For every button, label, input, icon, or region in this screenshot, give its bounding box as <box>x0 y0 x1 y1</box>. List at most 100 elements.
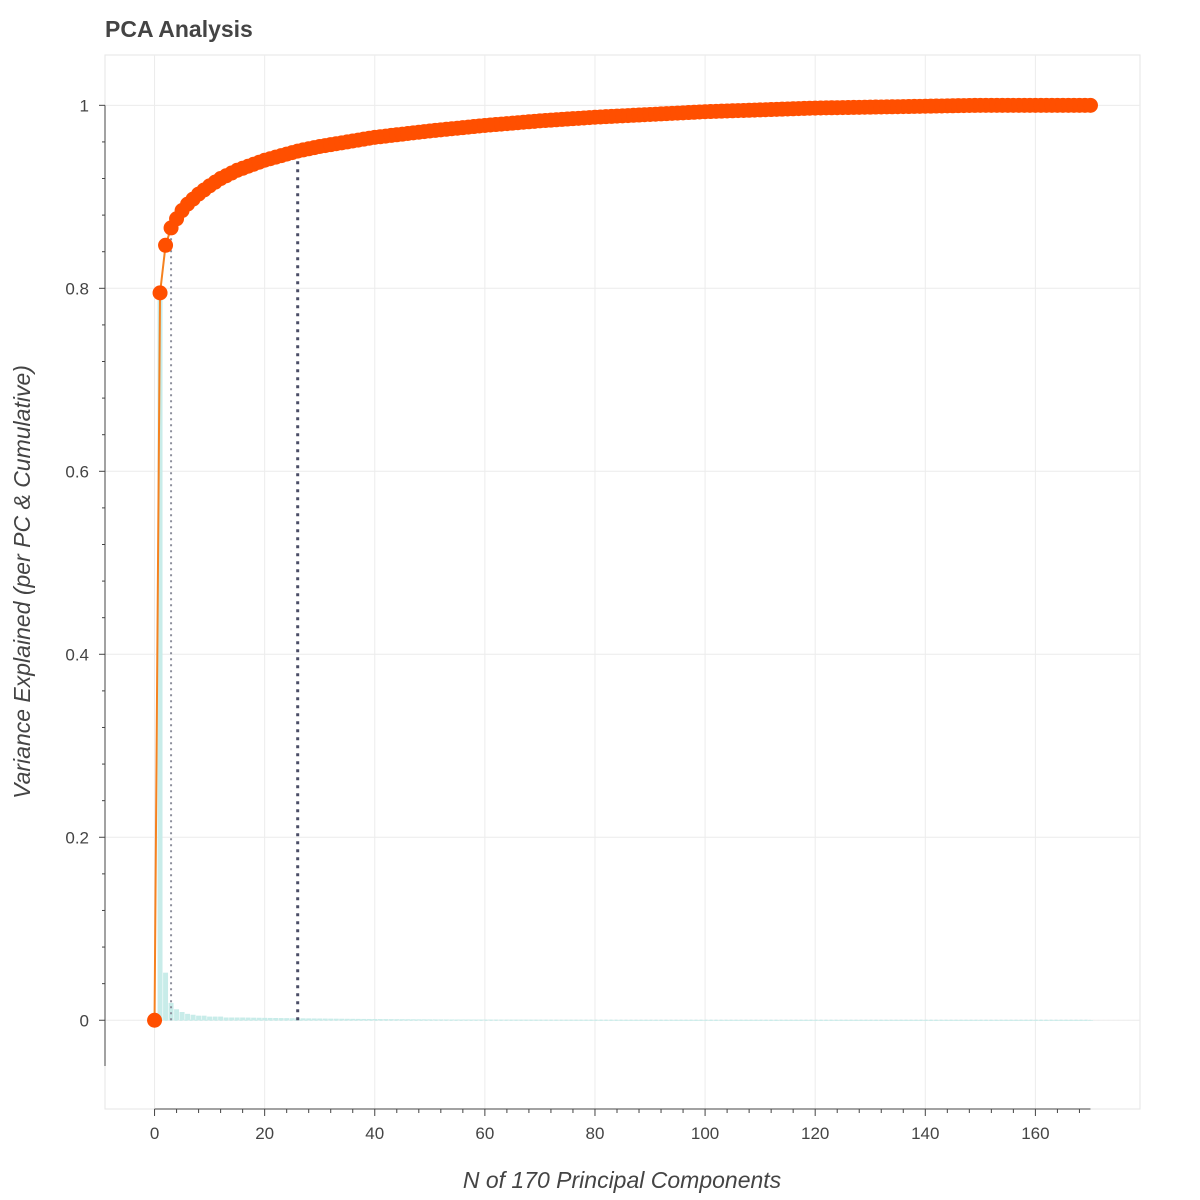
pc-bar <box>851 1020 857 1021</box>
pc-bar <box>421 1019 427 1021</box>
plot-frame <box>104 54 1141 1110</box>
pc-bar <box>207 1016 213 1021</box>
pc-bar <box>218 1016 224 1021</box>
x-tick-label: 140 <box>911 1124 939 1143</box>
y-axis-label: Variance Explained (per PC & Cumulative) <box>9 365 35 799</box>
reference-lines <box>170 151 300 1021</box>
pc-bar <box>328 1018 334 1021</box>
x-tick-label: 40 <box>365 1124 384 1143</box>
per-component-bars <box>152 292 1093 1021</box>
pc-bar <box>201 1015 207 1021</box>
chart-title: PCA Analysis <box>105 16 253 42</box>
pc-bar <box>416 1019 422 1021</box>
y-tick-label: 0.8 <box>65 279 89 298</box>
x-tick-label: 60 <box>475 1124 494 1143</box>
pc-bar <box>476 1019 482 1021</box>
pc-bar <box>1071 1020 1077 1021</box>
cumulative-point <box>158 237 174 253</box>
pc-bar <box>966 1020 972 1021</box>
pc-bar <box>333 1018 339 1021</box>
pc-bar <box>300 1018 306 1021</box>
pc-bar <box>790 1020 796 1021</box>
y-tick-label: 0 <box>80 1011 89 1030</box>
pc-bar <box>465 1019 471 1021</box>
pc-bar <box>520 1019 526 1021</box>
pc-bar <box>840 1020 846 1021</box>
pc-bar <box>157 292 163 1021</box>
pc-bar <box>223 1017 229 1021</box>
pc-bar <box>229 1017 235 1021</box>
pc-bar <box>471 1019 477 1021</box>
pc-bar <box>245 1017 251 1021</box>
pc-bar <box>796 1020 802 1021</box>
pc-bar <box>845 1020 851 1021</box>
pc-bar <box>625 1019 631 1021</box>
pc-bar <box>185 1013 191 1021</box>
pc-bar <box>785 1020 791 1021</box>
x-tick-label: 20 <box>255 1124 274 1143</box>
pc-bar <box>911 1020 917 1021</box>
pc-bar <box>1005 1020 1011 1021</box>
pc-bar <box>586 1019 592 1021</box>
pc-bar <box>410 1019 416 1021</box>
y-tick-label: 1 <box>80 96 89 115</box>
pc-bar <box>642 1020 647 1021</box>
x-tick-label: 100 <box>691 1124 719 1143</box>
pc-bar <box>730 1020 736 1021</box>
pc-bar <box>856 1020 862 1021</box>
pc-bar <box>1076 1020 1082 1021</box>
pc-bar <box>339 1018 345 1021</box>
x-tick-label: 0 <box>150 1124 159 1143</box>
pc-bar <box>163 972 169 1021</box>
pc-bar <box>256 1017 262 1021</box>
pc-bar <box>289 1018 295 1021</box>
pc-bar <box>631 1019 636 1021</box>
cumulative-markers <box>147 97 1098 1028</box>
pc-bar <box>174 1009 180 1021</box>
pc-bar <box>190 1014 196 1021</box>
pc-bar <box>372 1019 378 1021</box>
pc-bar <box>251 1017 257 1021</box>
pc-bar <box>675 1020 681 1021</box>
pc-bar <box>306 1018 312 1021</box>
pc-bar <box>460 1019 466 1021</box>
pc-bar <box>405 1019 411 1021</box>
cumulative-point <box>147 1012 163 1028</box>
pc-bar <box>311 1018 317 1021</box>
pc-bar <box>686 1020 692 1021</box>
cumulative-point <box>152 285 168 301</box>
pc-bar <box>735 1020 741 1021</box>
pc-bar <box>366 1018 372 1021</box>
pc-bar <box>234 1017 240 1021</box>
pc-bar <box>1010 1020 1016 1021</box>
pc-bar <box>955 1020 961 1021</box>
pc-bar <box>322 1018 328 1021</box>
pc-bar <box>636 1020 642 1021</box>
pc-bar <box>570 1019 576 1021</box>
y-tick-label: 0.6 <box>65 462 89 481</box>
pc-bar <box>691 1020 697 1021</box>
pc-bar <box>240 1017 246 1021</box>
y-tick-label: 0.2 <box>65 828 89 847</box>
x-tick-label: 120 <box>801 1124 829 1143</box>
pc-bar <box>801 1020 807 1021</box>
pc-bar <box>278 1018 284 1021</box>
pc-bar <box>361 1018 367 1021</box>
pc-bar <box>746 1020 752 1021</box>
pc-bar <box>961 1020 967 1021</box>
pc-bar <box>262 1017 268 1021</box>
pc-bar <box>1065 1020 1071 1021</box>
pc-bar <box>950 1020 956 1021</box>
pc-bar <box>515 1019 521 1021</box>
pc-bar <box>350 1018 356 1021</box>
pc-bar <box>526 1019 532 1021</box>
pc-bar <box>1060 1020 1066 1021</box>
pc-bar <box>531 1019 537 1021</box>
pc-bar <box>212 1016 218 1021</box>
x-tick-label: 80 <box>586 1124 605 1143</box>
pc-bar <box>317 1018 323 1021</box>
pc-bar <box>895 1020 901 1021</box>
pc-bar <box>1021 1020 1027 1021</box>
pc-bar <box>581 1019 587 1021</box>
